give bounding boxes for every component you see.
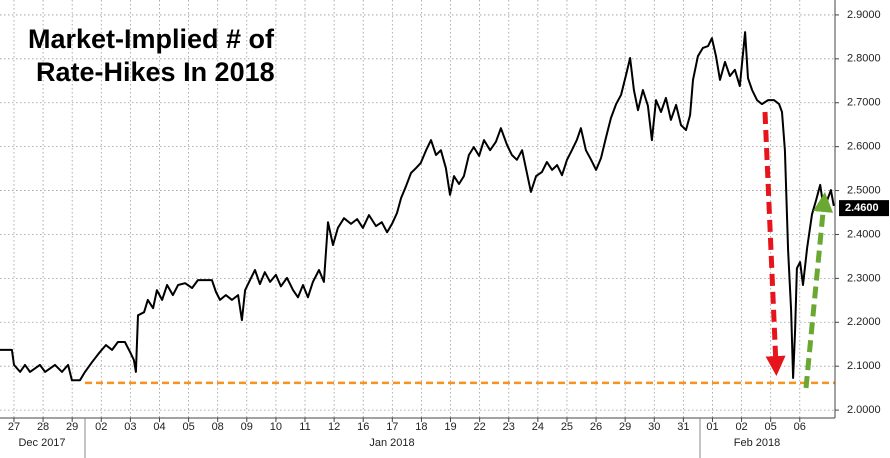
up-arrow — [803, 192, 833, 389]
x-tick-label: 22 — [474, 421, 486, 433]
x-group-label: Feb 2018 — [734, 437, 780, 449]
y-tick-label: 2.0000 — [847, 404, 881, 416]
x-tick-label: 29 — [66, 421, 78, 433]
grid — [0, 0, 835, 418]
x-tick-label: 29 — [619, 421, 631, 433]
x-tick-label: 02 — [95, 421, 107, 433]
x-tick-label: 12 — [328, 421, 340, 433]
last-value-label: 2.4600 — [845, 202, 879, 214]
x-tick-label: 18 — [415, 421, 427, 433]
chart-title: Market-Implied # of — [28, 24, 275, 54]
x-tick-label: 24 — [532, 421, 544, 433]
x-tick-label: 30 — [648, 421, 660, 433]
x-tick-label: 05 — [765, 421, 777, 433]
y-tick-label: 2.7000 — [847, 97, 881, 109]
marks — [0, 31, 835, 385]
x-tick-label: 17 — [386, 421, 398, 433]
last-value-box — [839, 200, 889, 217]
x-tick-label: 03 — [124, 421, 136, 433]
x-group-label: Jan 2018 — [369, 437, 414, 449]
x-group-label: Dec 2017 — [18, 437, 65, 449]
x-tick-label: 11 — [299, 421, 310, 433]
x-tick-label: 31 — [677, 421, 689, 433]
x-tick-label: 06 — [794, 421, 806, 433]
x-tick-label: 27 — [8, 421, 20, 433]
y-tick-label: 2.3000 — [847, 272, 881, 284]
chart-title: Rate-Hikes In 2018 — [36, 57, 275, 87]
y-tick-label: 2.2000 — [847, 316, 881, 328]
y-tick-label: 2.9000 — [847, 9, 881, 21]
x-tick-label: 16 — [357, 421, 369, 433]
x-tick-label: 02 — [735, 421, 747, 433]
x-tick-label: 26 — [590, 421, 602, 433]
x-tick-label: 23 — [503, 421, 515, 433]
x-tick-label: 25 — [561, 421, 573, 433]
x-tick-label: 01 — [706, 421, 718, 433]
down-arrow — [762, 111, 786, 376]
x-tick-label: 10 — [270, 421, 282, 433]
y-tick-label: 2.8000 — [847, 53, 881, 65]
x-tick-label: 28 — [37, 421, 49, 433]
x-tick-label: 19 — [444, 421, 456, 433]
y-tick-label: 2.1000 — [847, 360, 881, 372]
x-tick-label: 08 — [212, 421, 224, 433]
line — [0, 31, 835, 382]
y-tick-label: 2.4000 — [847, 228, 881, 240]
y-tick-label: 2.5000 — [847, 184, 881, 196]
x-tick-label: 09 — [241, 421, 253, 433]
y-tick-label: 2.6000 — [847, 141, 881, 153]
x-tick-label: 05 — [182, 421, 194, 433]
x-tick-label: 04 — [153, 421, 165, 433]
